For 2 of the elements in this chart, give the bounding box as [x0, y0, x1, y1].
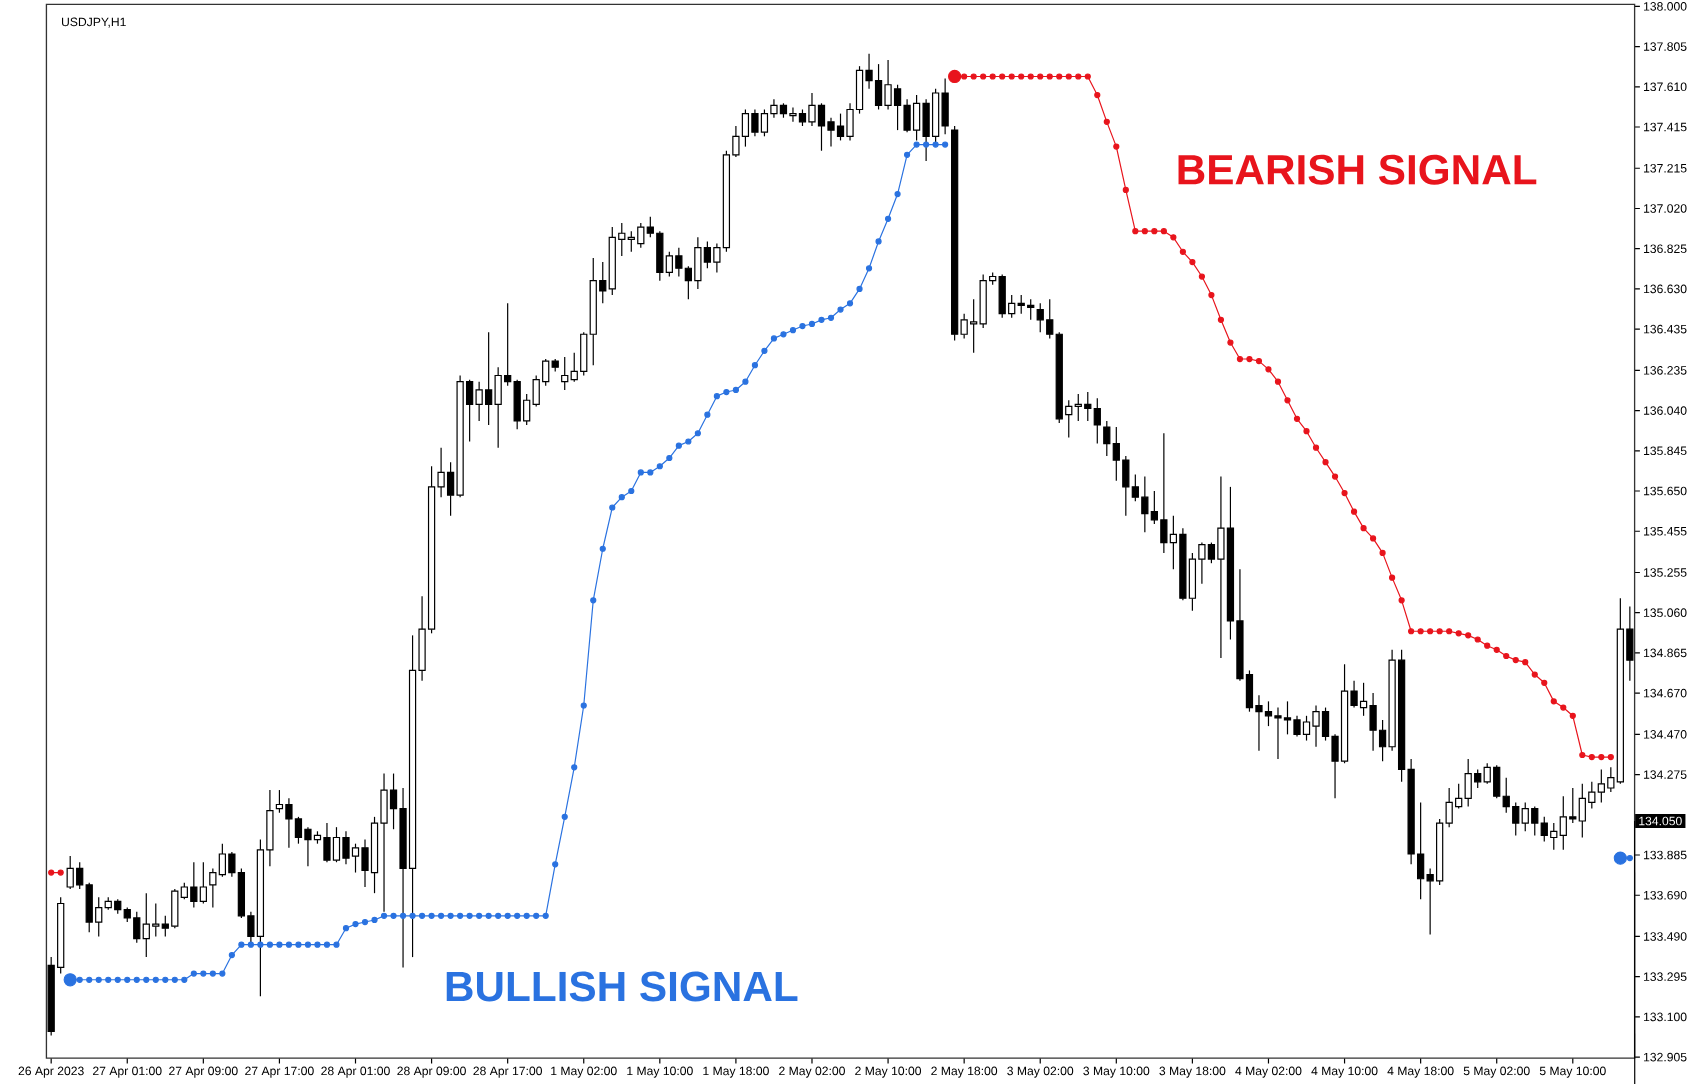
- series-label: BULLISH SIGNAL: [446, 971, 798, 1002]
- series-label: BEARISH SIGNAL: [1178, 154, 1537, 185]
